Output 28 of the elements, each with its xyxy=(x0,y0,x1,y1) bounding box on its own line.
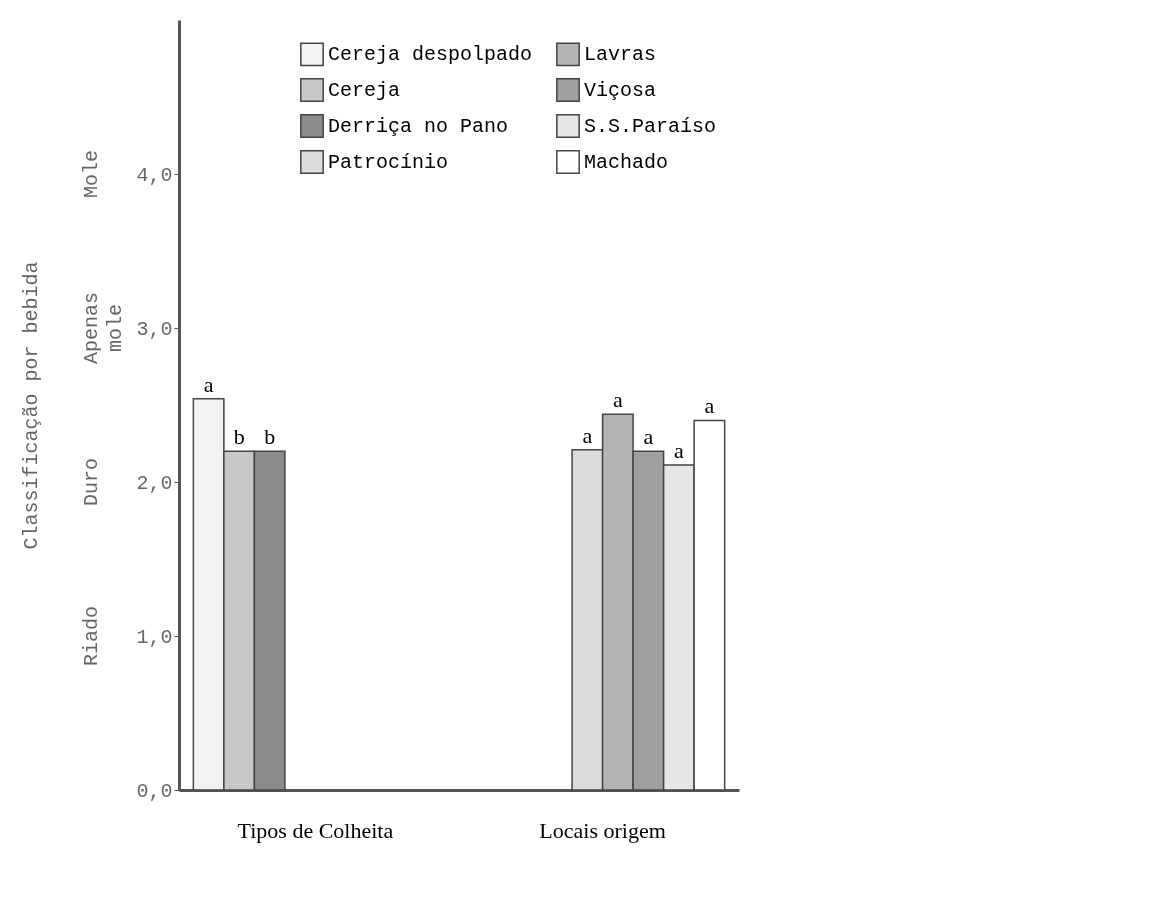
legend-label: Lavras xyxy=(584,43,657,67)
y-tick-label: 1,0 xyxy=(136,625,173,649)
y-tick-label: 3,0 xyxy=(136,317,173,341)
data-label: a xyxy=(704,393,715,419)
y-tick-label: 4,0 xyxy=(136,163,173,187)
data-label: a xyxy=(673,438,684,464)
legend-label: Viçosa xyxy=(584,79,657,102)
data-label: a xyxy=(582,422,593,448)
text: Duro xyxy=(80,457,103,507)
y-tick-label: 2,0 xyxy=(136,471,173,495)
x-tick-label: Tipos de Colheita xyxy=(237,817,394,843)
data-label: a xyxy=(612,387,623,413)
x-tick-label: Locais origem xyxy=(539,817,666,843)
data-label: b xyxy=(264,424,276,450)
y-tick-label: 0,0 xyxy=(136,779,173,803)
data-label: a xyxy=(643,424,654,450)
legend-label: Cereja despolpado xyxy=(328,43,533,67)
legend-label: Cereja xyxy=(328,79,401,102)
legend-label: Machado xyxy=(584,151,669,174)
text: Riado xyxy=(80,605,103,667)
text: Apenas mole xyxy=(80,291,127,365)
legend-label: Patrocínio xyxy=(328,151,449,174)
data-label: b xyxy=(233,424,245,450)
data-label: a xyxy=(203,371,214,397)
text: Mole xyxy=(80,149,103,199)
legend-label: S.S.Paraíso xyxy=(584,115,717,138)
legend-label: Derriça no Pano xyxy=(328,115,509,138)
y-axis-title: Classificação por bebida xyxy=(20,261,44,550)
